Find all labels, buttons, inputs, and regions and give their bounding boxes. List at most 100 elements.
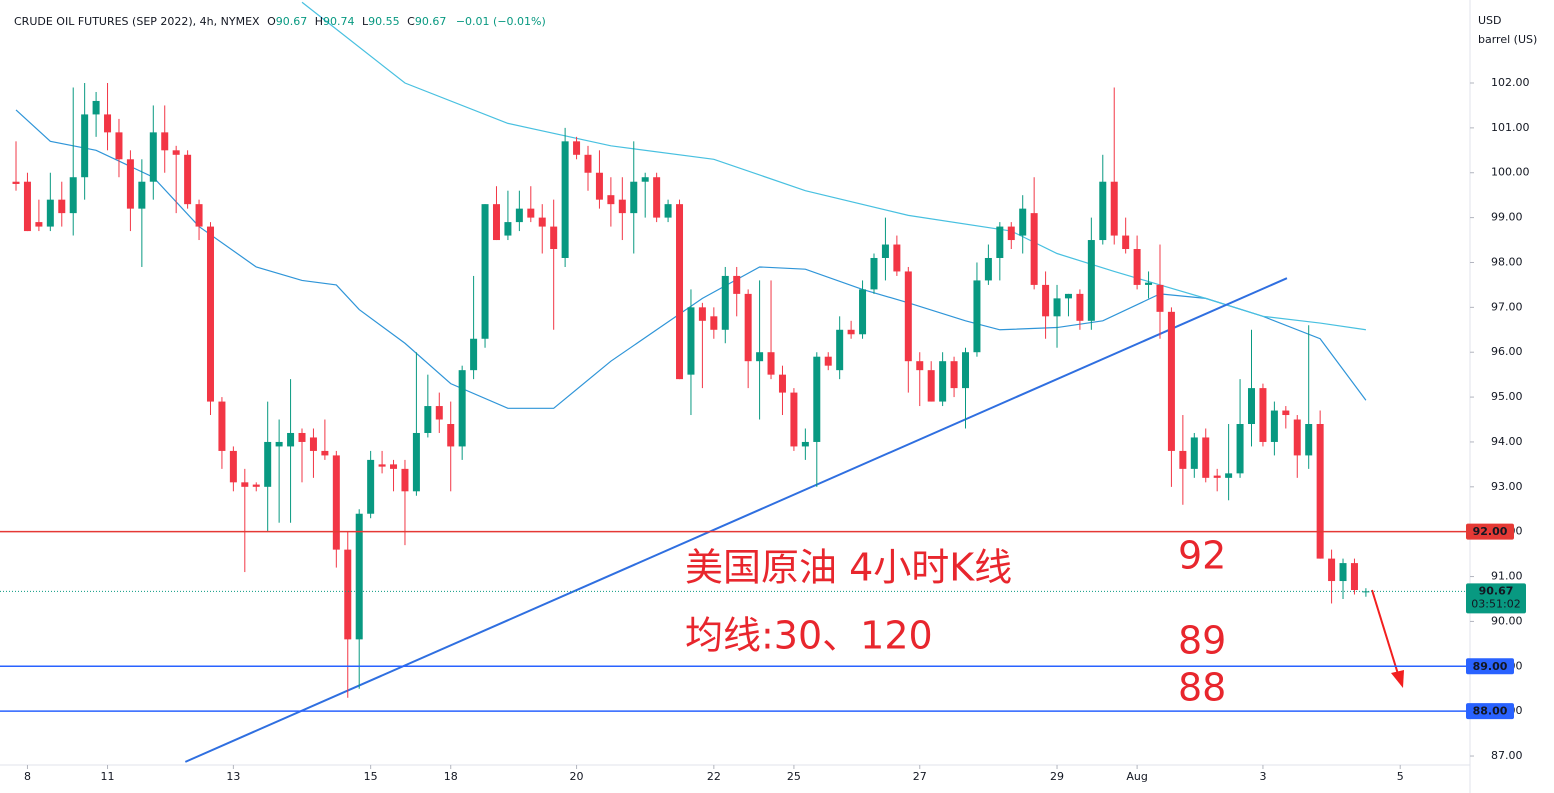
y-tick-label: 98.00	[1491, 255, 1523, 268]
candle-body	[996, 226, 1004, 258]
candle-body	[81, 114, 89, 178]
candle-body	[847, 329, 855, 335]
annotation: 88	[1178, 666, 1226, 710]
candle-body	[927, 370, 935, 402]
candle-body	[893, 244, 901, 272]
candle-body	[287, 432, 295, 447]
candle-body	[881, 244, 889, 258]
close-value: 90.67	[415, 15, 447, 28]
x-tick-label: 3	[1259, 770, 1266, 783]
candle-body	[344, 549, 352, 640]
unit: barrel (US)	[1478, 33, 1537, 46]
candle-body	[1099, 181, 1107, 241]
candle-body	[790, 392, 798, 447]
candle-body	[378, 464, 386, 467]
candle-body	[733, 275, 741, 294]
x-tick-label: 15	[364, 770, 378, 783]
candle-body	[721, 275, 729, 330]
y-tick-label: 97.00	[1491, 300, 1523, 313]
candle-body	[962, 352, 970, 389]
candle-body	[1190, 437, 1198, 469]
candle-body	[1076, 293, 1084, 321]
candle-body	[470, 338, 478, 371]
candle-body	[275, 441, 283, 447]
candle-body	[252, 484, 260, 487]
candle-body	[618, 199, 626, 214]
candle-body	[653, 177, 661, 218]
candle-body	[401, 468, 409, 492]
candle-body	[1225, 473, 1233, 478]
x-tick-label: 20	[570, 770, 584, 783]
candle-body	[241, 482, 249, 487]
x-tick-label: 8	[24, 770, 31, 783]
annotation: 美国原油 4小时K线	[685, 546, 1012, 590]
x-tick-label: 11	[101, 770, 115, 783]
header: CRUDE OIL FUTURES (SEP 2022), 4h, NYMEX …	[14, 15, 546, 28]
annotation: 92	[1178, 534, 1226, 578]
candle-body	[939, 361, 947, 402]
candle-body	[229, 450, 237, 483]
arrow	[1371, 589, 1404, 688]
annotation: 89	[1178, 619, 1226, 663]
candle-body	[218, 401, 226, 451]
candle-body	[515, 208, 523, 223]
y-tick-label: 94.00	[1491, 435, 1523, 448]
candle-body	[504, 222, 512, 236]
annotation: 均线:30、120	[685, 614, 933, 658]
candle-body	[573, 141, 581, 155]
candle-body	[1053, 298, 1061, 317]
candle-body	[687, 307, 695, 375]
candle-body	[561, 141, 569, 258]
candle-body	[309, 437, 317, 451]
candle-body	[710, 316, 718, 330]
candle-body	[778, 374, 786, 393]
candle-body	[916, 361, 924, 371]
candle-body	[676, 204, 684, 380]
candle-body	[824, 356, 832, 366]
x-tick-label: 22	[707, 770, 721, 783]
unit: USD	[1478, 14, 1502, 27]
level-label: 88.00	[1473, 705, 1508, 718]
y-tick-label: 87.00	[1491, 749, 1523, 762]
candle-body	[321, 450, 329, 456]
candle-body	[1316, 424, 1324, 559]
y-tick-label: 102.00	[1491, 76, 1530, 89]
last-price-box	[1466, 583, 1526, 614]
candle-body	[46, 199, 54, 227]
candle-body	[595, 172, 603, 200]
candle-body	[984, 257, 992, 281]
candle-body	[1156, 284, 1164, 312]
candle-body	[607, 195, 615, 205]
candle-body	[1167, 311, 1175, 451]
x-tick-label: 13	[226, 770, 240, 783]
candle-body	[859, 289, 867, 335]
candle-body	[332, 455, 340, 550]
candle-body	[435, 406, 443, 420]
level-label-box	[1466, 703, 1514, 720]
change: −0.01 (−0.01%)	[456, 15, 546, 28]
open-value: 90.67	[276, 15, 308, 28]
candle-body	[367, 459, 375, 514]
candle-body	[904, 271, 912, 362]
level-label-box	[1466, 523, 1514, 540]
candle-body	[584, 154, 592, 173]
candle-body	[813, 356, 821, 442]
candle-body	[1282, 410, 1290, 416]
candle-body	[973, 280, 981, 353]
candle-body	[1305, 424, 1313, 456]
close-label: C	[407, 15, 415, 28]
candle-body	[1270, 410, 1278, 442]
x-tick-label: 25	[787, 770, 801, 783]
moving-average	[15, 109, 1367, 409]
y-tick-label: 99.00	[1491, 211, 1523, 224]
candle-body	[1339, 563, 1347, 582]
x-tick-label: 5	[1397, 770, 1404, 783]
y-tick-label: 100.00	[1491, 166, 1530, 179]
candle-body	[424, 406, 432, 433]
candle-body	[1293, 419, 1301, 456]
candle-body	[195, 204, 203, 227]
candle-body	[1087, 240, 1095, 321]
x-tick-label: 27	[913, 770, 927, 783]
